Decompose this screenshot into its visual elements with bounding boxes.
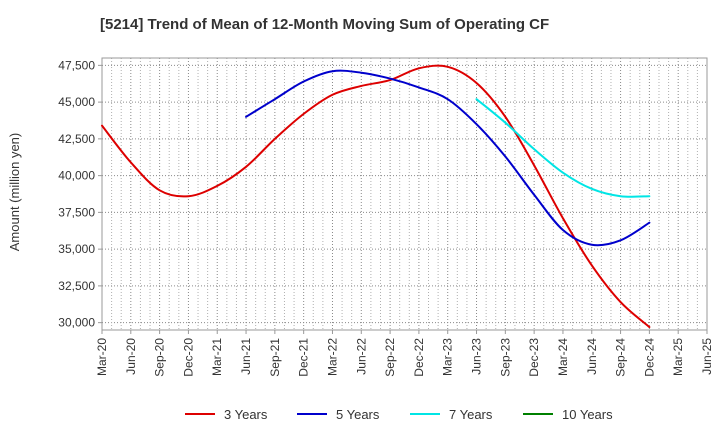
x-axis-ticks: Mar-20 Jun-20 Sep-20 Dec-20 Mar-21 Jun-21 Sep-… — [95, 330, 714, 377]
x-tick-label: Sep-24 — [614, 338, 628, 377]
x-tick-label: Dec-23 — [527, 338, 541, 377]
y-axis-ticks: 30,000 32,500 35,000 37,500 40,000 42,500 45,0… — [58, 58, 102, 330]
x-tick-label: Mar-25 — [671, 338, 685, 376]
plot-frame — [101, 57, 708, 331]
x-tick-label: Mar-23 — [441, 338, 455, 376]
x-tick-label: Dec-22 — [412, 338, 426, 377]
x-tick-label: Sep-20 — [153, 338, 167, 377]
y-tick-label: 42,500 — [58, 132, 95, 146]
legend-label-3-years: 3 Years — [224, 407, 268, 422]
y-tick-label: 45,000 — [58, 95, 95, 109]
y-tick-label: 47,500 — [58, 58, 95, 72]
x-tick-label: Jun-21 — [239, 338, 253, 375]
y-tick-label: 32,500 — [58, 279, 95, 293]
series-line-3-years — [101, 64, 651, 329]
y-tick-label: 37,500 — [58, 205, 95, 219]
x-tick-label: Sep-21 — [268, 338, 282, 377]
y-axis-label: Amount (million yen) — [7, 133, 22, 252]
chart-title: [5214] Trend of Mean of 12-Month Moving … — [100, 16, 549, 33]
legend-label-7-years: 7 Years — [449, 407, 493, 422]
series-line-5-years — [245, 69, 651, 247]
legend: 3 Years 5 Years 7 Years 10 Years — [185, 407, 613, 422]
x-tick-label: Mar-20 — [95, 338, 109, 376]
y-tick-label: 30,000 — [58, 316, 95, 330]
x-tick-label: Dec-21 — [297, 338, 311, 377]
x-tick-label: Mar-21 — [210, 338, 224, 376]
x-tick-label: Jun-22 — [354, 338, 368, 375]
x-tick-label: Sep-23 — [498, 338, 512, 377]
x-tick-label: Jun-25 — [700, 338, 714, 375]
series-line-7-years — [475, 98, 651, 198]
legend-label-10-years: 10 Years — [562, 407, 613, 422]
y-tick-label: 40,000 — [58, 169, 95, 183]
y-tick-label: 35,000 — [58, 242, 95, 256]
x-tick-label: Dec-24 — [642, 338, 656, 377]
x-tick-label: Mar-24 — [556, 338, 570, 376]
x-tick-label: Dec-20 — [181, 338, 195, 377]
series-layer — [101, 64, 651, 329]
x-tick-label: Jun-24 — [585, 338, 599, 375]
x-tick-label: Jun-23 — [470, 338, 484, 375]
x-tick-label: Jun-20 — [124, 338, 138, 375]
grid — [101, 58, 708, 330]
legend-label-5-years: 5 Years — [336, 407, 380, 422]
x-tick-label: Sep-22 — [383, 338, 397, 377]
x-tick-label: Mar-22 — [325, 338, 339, 376]
